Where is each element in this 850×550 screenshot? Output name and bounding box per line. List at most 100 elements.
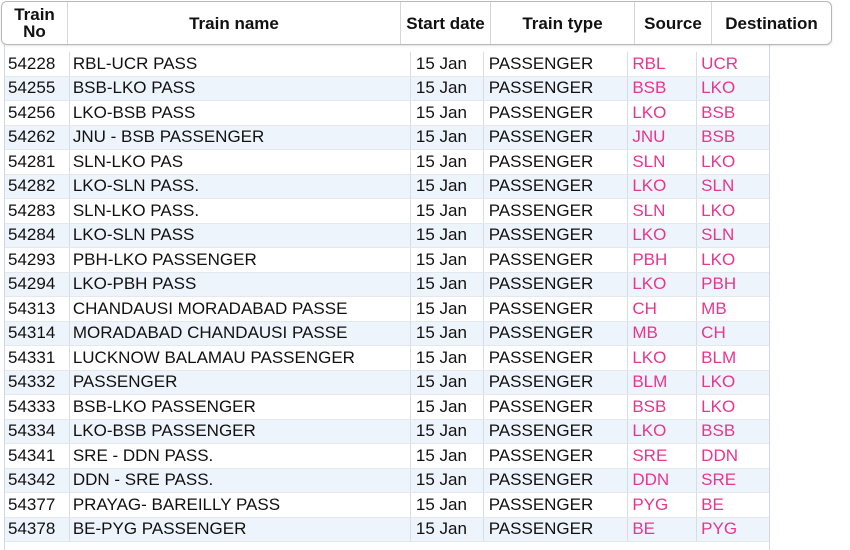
train-name-cell: DDN - SRE PASS. <box>70 468 411 492</box>
train-type-cell: PASSENGER <box>484 101 629 125</box>
table-row[interactable]: 54313 CHANDAUSI MORADABAD PASSE 15 Jan PASS… <box>5 297 769 322</box>
train-type-cell: PASSENGER <box>484 346 629 370</box>
train-type-cell: PASSENGER <box>484 223 629 247</box>
train-name-cell: LKO-BSB PASS <box>70 101 411 125</box>
table-row[interactable]: 54283 SLN-LKO PASS. 15 Jan PASSENGER SLN LKO <box>5 199 769 224</box>
destination-cell: SRE <box>701 470 737 490</box>
train-name-cell: LKO-SLN PASS <box>70 223 411 247</box>
table-row[interactable]: 54262 JNU - BSB PASSENGER 15 Jan PASSENGER J… <box>5 125 769 150</box>
destination-cell: BE <box>701 494 724 514</box>
start-date-cell: 15 Jan <box>411 174 484 198</box>
start-date-cell: 15 Jan <box>411 101 484 125</box>
source-cell: LKO <box>628 272 698 296</box>
train-name-cell: PBH-LKO PASSENGER <box>70 248 411 272</box>
train-no-cell: 54333 <box>5 395 70 419</box>
source-cell: BE <box>628 517 698 541</box>
train-type-cell: PASSENGER <box>484 419 629 443</box>
start-date-cell: 15 Jan <box>411 419 484 443</box>
table-row[interactable]: 54378 BE-PYG PASSENGER 15 Jan PASSENGER BE PY… <box>5 517 769 542</box>
train-name-cell: SLN-LKO PASS. <box>70 199 411 223</box>
train-no-cell: 54334 <box>5 419 70 443</box>
train-name-cell: PASSENGER <box>70 370 411 394</box>
source-cell: BSB <box>628 395 698 419</box>
train-no-cell: 54293 <box>5 248 70 272</box>
table-row[interactable]: 54294 LKO-PBH PASS 15 Jan PASSENGER LKO PBH <box>5 272 769 297</box>
train-name-cell: PRAYAG- BAREILLY PASS <box>70 493 411 517</box>
train-type-cell: PASSENGER <box>484 150 629 174</box>
train-type-cell: PASSENGER <box>484 52 629 76</box>
source-cell: PYG <box>628 493 698 517</box>
column-header-train-name[interactable]: Train name <box>68 2 401 44</box>
source-cell: BLM <box>628 370 698 394</box>
train-no-cell: 54262 <box>5 125 70 149</box>
start-date-cell: 15 Jan <box>411 444 484 468</box>
table-row[interactable]: 54256 LKO-BSB PASS 15 Jan PASSENGER LKO BSB <box>5 101 769 126</box>
destination-cell: LKO <box>701 396 736 416</box>
source-cell: DDN <box>628 468 698 492</box>
table-row[interactable]: 54342 DDN - SRE PASS. 15 Jan PASSENGER DDN SR… <box>5 468 769 493</box>
start-date-cell: 15 Jan <box>411 52 484 76</box>
table-row[interactable]: 54341 SRE - DDN PASS. 15 Jan PASSENGER SRE DD… <box>5 444 769 469</box>
destination-cell: LKO <box>701 249 736 269</box>
start-date-cell: 15 Jan <box>411 297 484 321</box>
train-no-cell: 54331 <box>5 346 70 370</box>
table-row[interactable]: 54293 PBH-LKO PASSENGER 15 Jan PASSENGER PBH… <box>5 248 769 273</box>
train-type-cell: PASSENGER <box>484 444 629 468</box>
destination-cell: LKO <box>701 200 736 220</box>
destination-cell: BLM <box>701 347 737 367</box>
source-cell: BSB <box>628 76 698 100</box>
source-cell: CH <box>628 297 698 321</box>
start-date-cell: 15 Jan <box>411 346 484 370</box>
train-no-cell: 54283 <box>5 199 70 223</box>
source-cell: LKO <box>628 346 698 370</box>
start-date-cell: 15 Jan <box>411 395 484 419</box>
column-header-destination[interactable]: Destination <box>725 13 818 33</box>
train-name-cell: MORADABAD CHANDAUSI PASSE <box>70 321 411 345</box>
train-no-cell: 54377 <box>5 493 70 517</box>
column-header-start-date[interactable]: Start date <box>401 2 491 44</box>
start-date-cell: 15 Jan <box>411 248 484 272</box>
train-type-cell: PASSENGER <box>484 174 629 198</box>
destination-cell: BSB <box>701 421 736 441</box>
destination-cell: UCR <box>701 53 739 73</box>
train-type-cell: PASSENGER <box>484 468 629 492</box>
train-no-cell: 54281 <box>5 150 70 174</box>
start-date-cell: 15 Jan <box>411 125 484 149</box>
source-cell: SRE <box>628 444 698 468</box>
source-cell: JNU <box>628 125 698 149</box>
table-row[interactable]: 54314 MORADABAD CHANDAUSI PASSE 15 Jan PASS… <box>5 321 769 346</box>
start-date-cell: 15 Jan <box>411 517 484 541</box>
table-row[interactable]: 54284 LKO-SLN PASS 15 Jan PASSENGER LKO SLN <box>5 223 769 248</box>
train-name-cell: BSB-LKO PASS <box>70 76 411 100</box>
table-row[interactable]: 54281 SLN-LKO PAS 15 Jan PASSENGER SLN LKO <box>5 150 769 175</box>
column-header-train-no[interactable]: Train No <box>2 2 68 44</box>
table-row[interactable]: 54282 LKO-SLN PASS. 15 Jan PASSENGER LKO SLN <box>5 174 769 199</box>
table-row[interactable]: 54377 PRAYAG- BAREILLY PASS 15 Jan PASSENGE… <box>5 493 769 518</box>
train-no-cell: 54294 <box>5 272 70 296</box>
start-date-cell: 15 Jan <box>411 321 484 345</box>
column-header-train-type[interactable]: Train type <box>491 2 635 44</box>
table-row[interactable]: 54228 RBL-UCR PASS 15 Jan PASSENGER RBL UCR <box>5 52 769 77</box>
table-row[interactable]: 54333 BSB-LKO PASSENGER 15 Jan PASSENGER BSB… <box>5 395 769 420</box>
train-no-cell: 54313 <box>5 297 70 321</box>
destination-cell: LKO <box>701 78 736 98</box>
start-date-cell: 15 Jan <box>411 199 484 223</box>
start-date-cell: 15 Jan <box>411 370 484 394</box>
train-name-cell: RBL-UCR PASS <box>70 52 411 76</box>
destination-cell: LKO <box>701 151 736 171</box>
train-no-cell: 54284 <box>5 223 70 247</box>
source-cell: MB <box>628 321 698 345</box>
source-cell: SLN <box>628 199 698 223</box>
start-date-cell: 15 Jan <box>411 272 484 296</box>
column-header-source[interactable]: Source <box>635 2 712 44</box>
start-date-cell: 15 Jan <box>411 223 484 247</box>
start-date-cell: 15 Jan <box>411 468 484 492</box>
destination-cell: BSB <box>701 102 736 122</box>
table-header: Train No Train name Start date Train typ… <box>1 1 832 45</box>
table-row[interactable]: 54332 PASSENGER 15 Jan PASSENGER BLM LKO <box>5 370 769 395</box>
source-cell: PBH <box>628 248 698 272</box>
table-row[interactable]: 54334 LKO-BSB PASSENGER 15 Jan PASSENGER LKO… <box>5 419 769 444</box>
table-row[interactable]: 54255 BSB-LKO PASS 15 Jan PASSENGER BSB LKO <box>5 76 769 101</box>
table-row[interactable]: 54331 LUCKNOW BALAMAU PASSENGER 15 Jan PASS… <box>5 346 769 371</box>
destination-cell: DDN <box>701 445 739 465</box>
